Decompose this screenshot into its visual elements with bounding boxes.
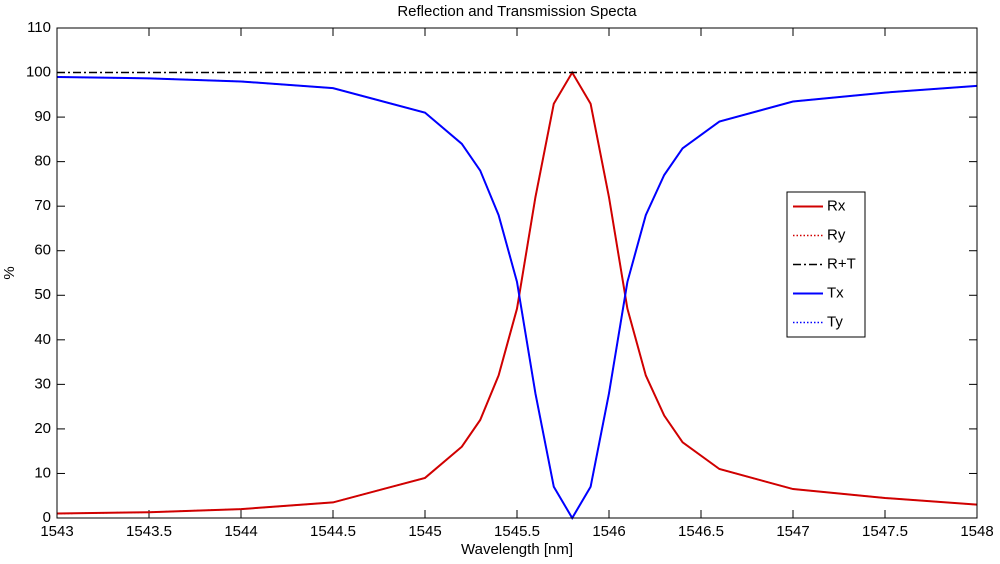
series-line bbox=[56, 70, 978, 515]
legend-label: Ry bbox=[827, 226, 846, 243]
legend-label: R+T bbox=[827, 255, 856, 272]
y-tick-label: 80 bbox=[34, 153, 51, 170]
y-tick-label: 30 bbox=[34, 375, 51, 392]
y-axis-label: % bbox=[1, 266, 18, 279]
x-tick-label: 1543 bbox=[40, 523, 73, 540]
x-tick-label: 1545.5 bbox=[494, 523, 540, 540]
x-tick-label: 1543.5 bbox=[126, 523, 172, 540]
y-tick-label: 50 bbox=[34, 286, 51, 303]
y-tick-label: 20 bbox=[34, 420, 51, 437]
y-tick-label: 110 bbox=[27, 19, 51, 36]
x-tick-label: 1546.5 bbox=[678, 523, 724, 540]
y-tick-label: 10 bbox=[34, 464, 51, 481]
x-tick-label: 1546 bbox=[592, 523, 625, 540]
y-tick-label: 100 bbox=[26, 64, 51, 81]
x-tick-label: 1544 bbox=[224, 523, 257, 540]
legend-label: Ty bbox=[827, 313, 843, 330]
chart-title: Reflection and Transmission Specta bbox=[397, 3, 637, 20]
x-axis-label: Wavelength [nm] bbox=[461, 541, 573, 558]
legend-label: Tx bbox=[827, 284, 844, 301]
plot-frame bbox=[56, 27, 978, 519]
y-tick-label: 0 bbox=[43, 509, 51, 526]
y-tick-label: 90 bbox=[34, 108, 51, 125]
x-tick-label: 1547 bbox=[776, 523, 809, 540]
x-tick-label: 1544.5 bbox=[310, 523, 356, 540]
x-tick-label: 1548 bbox=[960, 523, 993, 540]
y-tick-label: 60 bbox=[34, 242, 51, 259]
x-tick-label: 1545 bbox=[408, 523, 441, 540]
series-line bbox=[56, 76, 978, 520]
y-tick-label: 40 bbox=[34, 331, 51, 348]
legend-label: Rx bbox=[827, 197, 846, 214]
y-tick-label: 70 bbox=[34, 197, 51, 214]
x-tick-label: 1547.5 bbox=[862, 523, 908, 540]
